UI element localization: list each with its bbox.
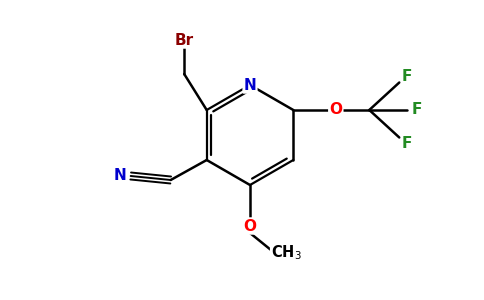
Text: N: N	[113, 167, 126, 182]
Text: F: F	[402, 136, 412, 152]
Text: F: F	[411, 103, 422, 118]
Text: Br: Br	[175, 32, 194, 47]
Text: F: F	[402, 68, 412, 83]
Text: CH$_3$: CH$_3$	[271, 243, 302, 262]
Text: O: O	[329, 103, 342, 118]
Text: O: O	[243, 218, 257, 233]
Text: N: N	[243, 77, 257, 92]
